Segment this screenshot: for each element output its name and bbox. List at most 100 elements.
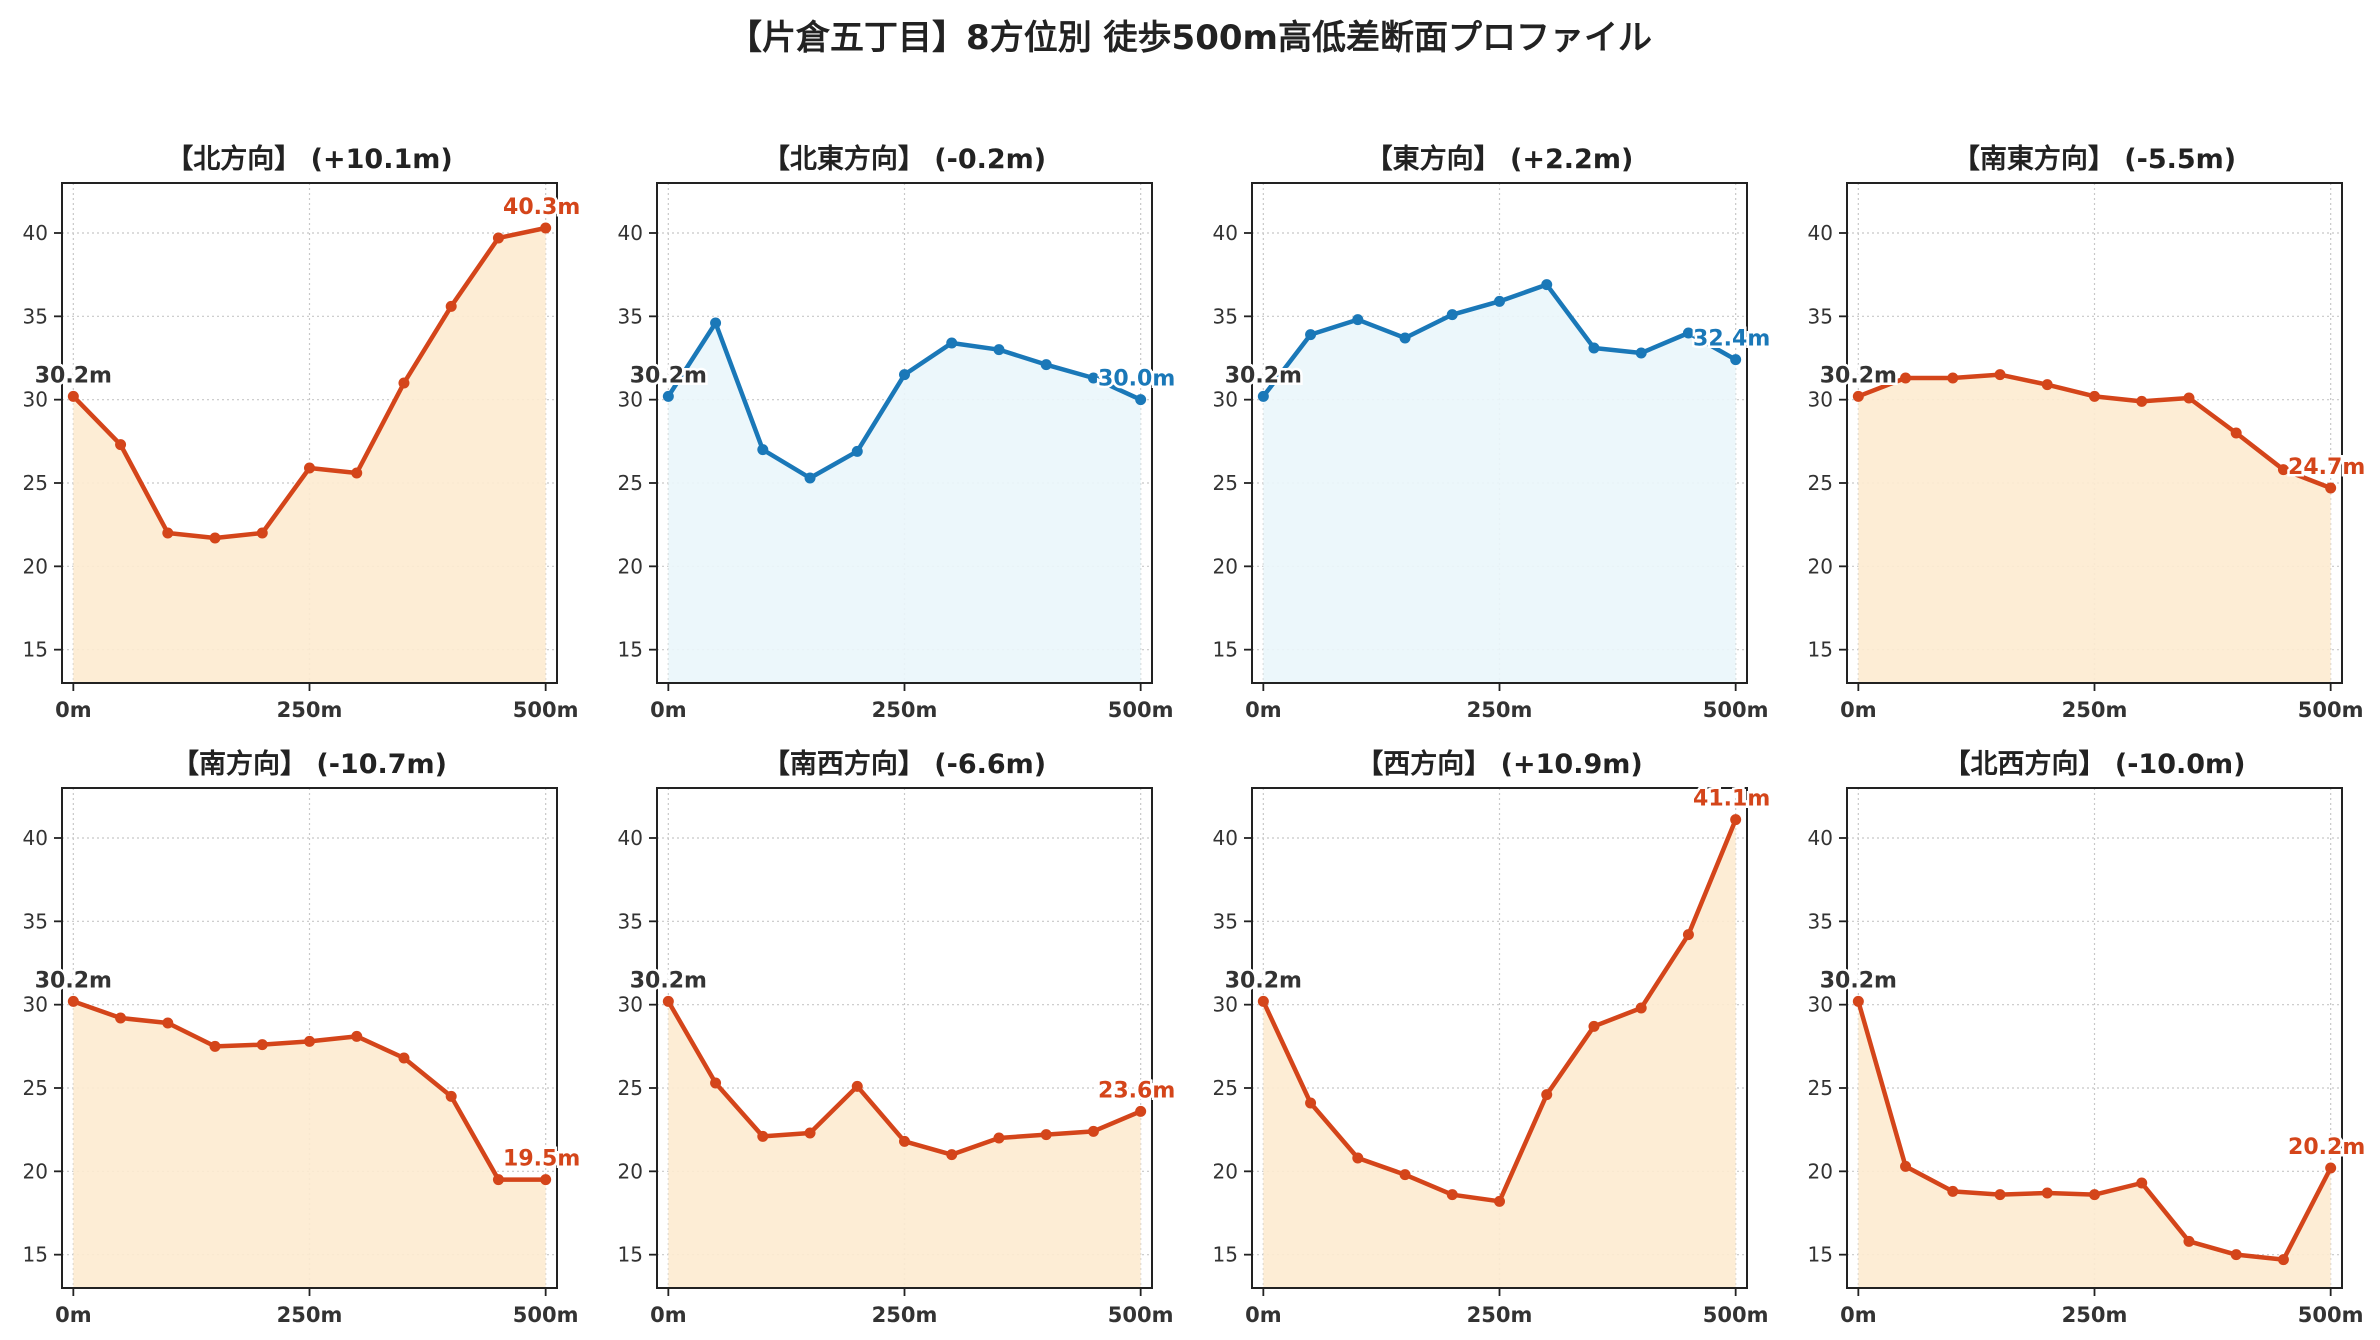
data-point bbox=[662, 995, 674, 1007]
data-point bbox=[492, 1174, 504, 1186]
data-point bbox=[540, 1174, 552, 1186]
y-tick-label: 15 bbox=[1213, 1243, 1238, 1267]
data-point bbox=[1352, 1152, 1364, 1164]
x-tick-label: 0m bbox=[650, 1303, 687, 1327]
end-value-label: 32.4m bbox=[1693, 327, 1770, 352]
panel-title: 【北方向】 (+10.1m) bbox=[166, 143, 452, 175]
chart-panel-6: 15 20 25 30 35 40 0m 250m 500m 【西方向】 (+10.9m) 30.2… bbox=[1213, 748, 1773, 1327]
data-point bbox=[1541, 279, 1553, 291]
end-value-label: 20.2m bbox=[2288, 1135, 2365, 1160]
data-point bbox=[304, 462, 315, 474]
data-point bbox=[67, 390, 79, 402]
data-point bbox=[1588, 342, 1600, 354]
y-tick-label: 20 bbox=[1213, 554, 1238, 578]
data-point bbox=[2089, 1189, 2100, 1201]
y-tick-label: 40 bbox=[618, 826, 643, 850]
series-area bbox=[1263, 819, 1736, 1288]
data-point bbox=[209, 532, 221, 544]
x-tick-label: 0m bbox=[1840, 1303, 1877, 1327]
data-point bbox=[757, 1130, 769, 1142]
data-point bbox=[993, 344, 1005, 356]
y-tick-label: 15 bbox=[1808, 1243, 1833, 1267]
data-point bbox=[1900, 1160, 1912, 1172]
data-point bbox=[1257, 995, 1269, 1007]
data-point bbox=[1682, 929, 1694, 941]
data-point bbox=[398, 377, 410, 389]
data-point bbox=[710, 317, 722, 329]
data-point bbox=[115, 439, 127, 451]
y-tick-label: 25 bbox=[1808, 1076, 1833, 1100]
panel-title: 【北東方向】 (-0.2m) bbox=[763, 143, 1046, 175]
y-tick-label: 15 bbox=[618, 638, 643, 662]
start-value-label: 30.2m bbox=[35, 968, 112, 993]
data-point bbox=[1446, 1189, 1458, 1201]
data-point bbox=[115, 1012, 127, 1024]
data-point bbox=[540, 222, 552, 234]
chart-panel-5: 15 20 25 30 35 40 0m 250m 500m 【南西方向】 (-6.6m) 30.2… bbox=[618, 748, 1178, 1327]
y-tick-label: 25 bbox=[23, 471, 48, 495]
x-tick-label: 500m bbox=[1703, 698, 1769, 722]
data-point bbox=[2089, 390, 2100, 402]
y-tick-label: 35 bbox=[618, 304, 643, 328]
y-tick-label: 30 bbox=[1213, 993, 1238, 1017]
data-point bbox=[209, 1040, 221, 1052]
data-point bbox=[1305, 1097, 1317, 1109]
data-point bbox=[2136, 1177, 2148, 1189]
y-tick-label: 35 bbox=[1213, 304, 1238, 328]
panel-title: 【西方向】 (+10.9m) bbox=[1356, 748, 1642, 780]
x-tick-label: 500m bbox=[1108, 1303, 1174, 1327]
data-point bbox=[851, 445, 863, 457]
data-point bbox=[1087, 1125, 1099, 1137]
y-tick-label: 20 bbox=[618, 1159, 643, 1183]
x-tick-label: 500m bbox=[513, 1303, 579, 1327]
chart-panel-2: 15 20 25 30 35 40 0m 250m 500m 【東方向】 (+2.2m) 30.2m… bbox=[1213, 143, 1773, 722]
data-point bbox=[899, 369, 910, 381]
data-point bbox=[398, 1052, 410, 1064]
y-tick-label: 40 bbox=[618, 221, 643, 245]
x-tick-label: 250m bbox=[872, 698, 938, 722]
data-point bbox=[2277, 1254, 2289, 1266]
data-point bbox=[946, 337, 958, 349]
data-point bbox=[1040, 359, 1052, 371]
y-tick-label: 15 bbox=[23, 1243, 48, 1267]
data-point bbox=[445, 1090, 457, 1102]
data-point bbox=[2230, 427, 2242, 439]
data-point bbox=[256, 1039, 268, 1051]
y-tick-label: 40 bbox=[1808, 826, 1833, 850]
data-point bbox=[1852, 995, 1864, 1007]
data-point bbox=[1494, 1195, 1505, 1207]
y-tick-label: 25 bbox=[23, 1076, 48, 1100]
data-point bbox=[1135, 394, 1147, 406]
y-tick-label: 35 bbox=[23, 909, 48, 933]
data-point bbox=[1730, 814, 1742, 826]
data-point bbox=[1635, 347, 1647, 359]
x-tick-label: 250m bbox=[2062, 1303, 2128, 1327]
panel-title: 【南東方向】 (-5.5m) bbox=[1953, 143, 2236, 175]
data-point bbox=[1635, 1002, 1647, 1014]
y-tick-label: 35 bbox=[23, 304, 48, 328]
y-tick-label: 30 bbox=[23, 993, 48, 1017]
data-point bbox=[162, 527, 174, 539]
y-tick-label: 15 bbox=[1808, 638, 1833, 662]
y-tick-label: 40 bbox=[1808, 221, 1833, 245]
x-tick-label: 500m bbox=[2298, 1303, 2364, 1327]
x-tick-label: 500m bbox=[1108, 698, 1174, 722]
data-point bbox=[804, 472, 816, 484]
data-point bbox=[851, 1080, 863, 1092]
data-point bbox=[351, 1030, 363, 1042]
y-tick-label: 30 bbox=[1808, 388, 1833, 412]
data-point bbox=[899, 1135, 910, 1147]
panel-title: 【東方向】 (+2.2m) bbox=[1366, 143, 1634, 175]
start-value-label: 30.2m bbox=[1820, 363, 1897, 388]
data-point bbox=[1900, 372, 1912, 384]
data-point bbox=[1947, 372, 1959, 384]
x-tick-label: 0m bbox=[1840, 698, 1877, 722]
chart-panel-1: 15 20 25 30 35 40 0m 250m 500m 【北東方向】 (-0.2m) 30.2… bbox=[618, 143, 1178, 722]
x-tick-label: 250m bbox=[277, 1303, 343, 1327]
start-value-label: 30.2m bbox=[1820, 968, 1897, 993]
series-area bbox=[668, 323, 1141, 683]
data-point bbox=[256, 527, 268, 539]
y-tick-label: 35 bbox=[1213, 909, 1238, 933]
panel-title: 【南方向】 (-10.7m) bbox=[172, 748, 447, 780]
